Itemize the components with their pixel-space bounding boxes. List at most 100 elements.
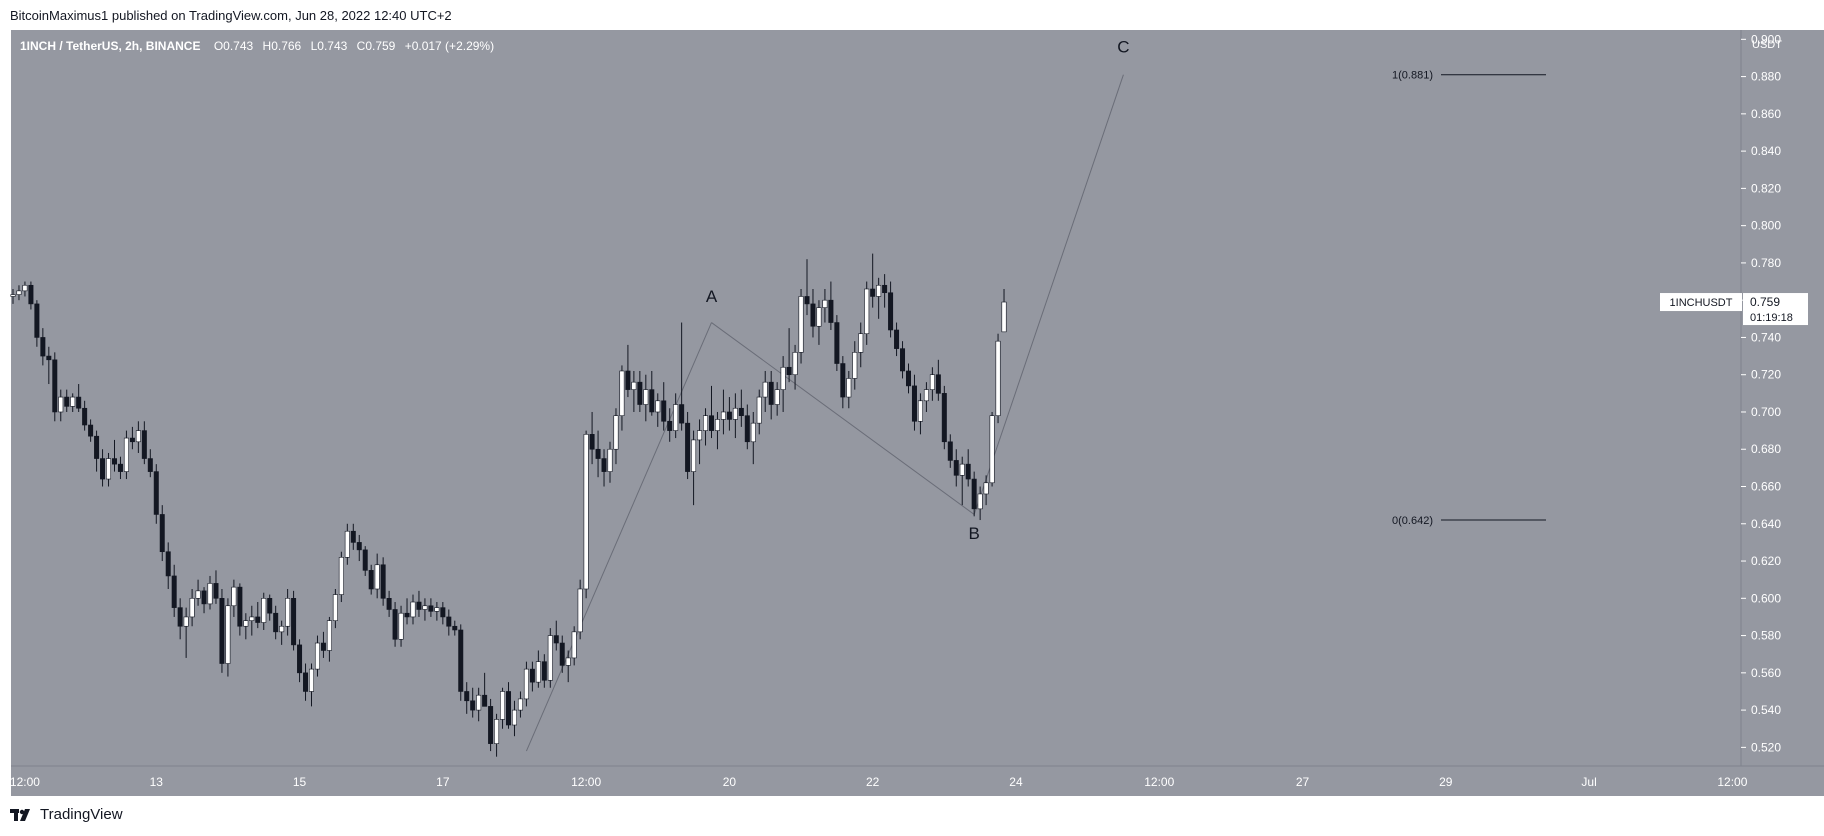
candle-down [971, 478, 977, 510]
plot-area[interactable] [11, 30, 1741, 766]
candle-down [482, 694, 488, 707]
candle-down [117, 463, 123, 472]
candle-up [995, 340, 1001, 417]
candle-down [941, 393, 947, 443]
candle-up [183, 616, 189, 627]
candle-down [52, 359, 58, 413]
price-tag-value: 0.759 [1750, 295, 1780, 309]
price-tick-label: 0.900 [1751, 32, 1781, 46]
price-tick-label: 0.780 [1751, 256, 1781, 270]
candle-up [249, 616, 255, 621]
candle-up [285, 598, 291, 627]
wave-lines [525, 74, 1124, 752]
candle-down [953, 460, 959, 476]
time-tick-label: Jul [1581, 775, 1596, 789]
candle-up [106, 458, 112, 480]
candle-down [625, 370, 631, 390]
candle-up [523, 668, 529, 700]
candle-down [28, 284, 34, 305]
candle-up [607, 448, 613, 472]
candle-down [303, 672, 309, 692]
candle-down [726, 411, 732, 420]
candle-down [828, 299, 834, 323]
candle-up [959, 463, 965, 476]
price-tick-label: 0.860 [1751, 107, 1781, 121]
candle-up [577, 588, 583, 633]
candle-down [488, 706, 494, 744]
candle-down [147, 458, 153, 472]
candle-up [673, 404, 679, 431]
candle-down [541, 661, 547, 681]
candle-down [368, 570, 374, 590]
candle-down [667, 420, 673, 431]
candle-down [356, 542, 362, 551]
candle-down [255, 616, 261, 623]
candle-down [464, 691, 470, 702]
candle-up [500, 691, 506, 720]
price-tick-label: 0.620 [1751, 554, 1781, 568]
candle-down [76, 396, 82, 409]
price-axis[interactable] [1741, 30, 1824, 766]
time-tick-label: 29 [1439, 775, 1453, 789]
candle-up [697, 430, 703, 441]
wave-segment-b [711, 322, 975, 515]
candle-up [517, 698, 523, 711]
wave-label-c: C [1117, 37, 1129, 56]
time-tick-label: 24 [1009, 775, 1023, 789]
candle-down [649, 389, 655, 413]
candle-down [768, 381, 774, 405]
price-tag-symbol: 1INCHUSDT [1670, 297, 1733, 309]
candle-up [822, 299, 828, 308]
candle-down [900, 348, 906, 372]
candle-down [291, 598, 297, 646]
candle-down [219, 598, 225, 664]
candle-up [750, 422, 756, 443]
candle-down [935, 374, 941, 394]
candle-down [470, 700, 476, 711]
candle-up [619, 370, 625, 417]
legend-o-value: 0.743 [223, 39, 253, 53]
time-tick-label: 22 [866, 775, 880, 789]
time-axis[interactable] [11, 766, 1824, 796]
wave-segment-a [525, 322, 712, 752]
candle-down [888, 292, 894, 331]
candle-up [720, 411, 726, 420]
fib-level-label: 1(0.881) [1392, 70, 1433, 82]
fib-extension: 1(0.881) 0(0.642) [1392, 70, 1546, 527]
candle-up [714, 419, 720, 431]
candle-up [326, 620, 332, 651]
candle-up [398, 612, 404, 640]
candle-up [756, 396, 762, 424]
price-tick-label: 0.600 [1751, 591, 1781, 605]
price-tick-label: 0.520 [1751, 740, 1781, 754]
candle-up [643, 389, 649, 405]
candle-up [535, 661, 541, 683]
candle-down [94, 435, 100, 459]
candle-down [64, 396, 70, 407]
candle-down [685, 422, 691, 472]
candles [10, 253, 1007, 757]
candle-up [225, 605, 231, 664]
legend-c-value: 0.759 [365, 39, 395, 53]
candle-up [135, 430, 141, 443]
price-tick-label: 0.560 [1751, 666, 1781, 680]
candle-up [858, 333, 864, 353]
candle-up [410, 601, 416, 618]
time-axis-ticks: 12:0013151712:0020222412:002729Jul12:004… [10, 775, 1748, 789]
candle-down [297, 644, 303, 674]
footer-branding[interactable]: TradingView [10, 806, 123, 823]
candle-down [40, 337, 46, 357]
legend-l-label: L [311, 39, 318, 53]
candle-up [207, 583, 213, 605]
time-tick-label: 12:00 [1717, 775, 1747, 789]
candle-up [780, 366, 786, 390]
price-chart[interactable]: 1(0.881) 0(0.642) A B C 1INCH / TetherUS, 2… [0, 0, 1824, 800]
candle-up [732, 407, 738, 420]
candle-down [452, 625, 458, 631]
candle-down [267, 598, 273, 614]
tradingview-logo-icon [10, 808, 30, 821]
candle-down [82, 407, 88, 426]
price-tick-label: 0.640 [1751, 517, 1781, 531]
candle-down [34, 303, 40, 338]
candle-down [679, 404, 685, 424]
